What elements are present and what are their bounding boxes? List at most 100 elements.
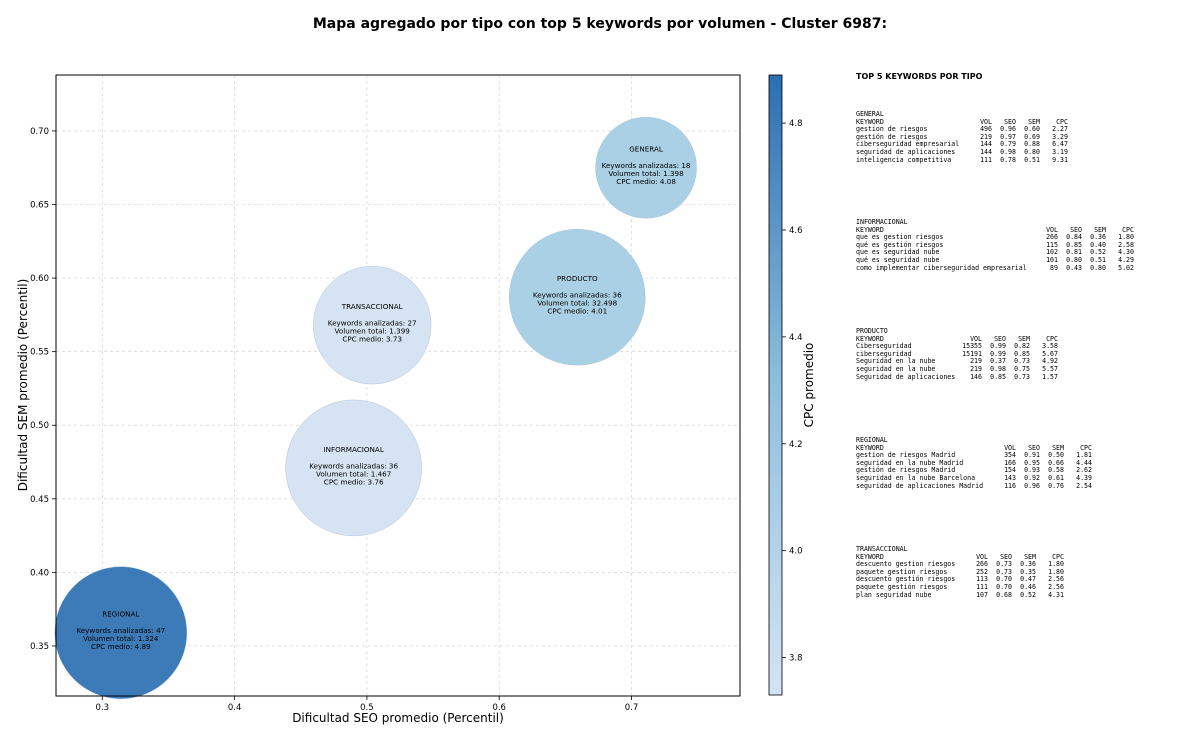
metric-cell: 0.35 xyxy=(1020,567,1036,576)
keyword-table-header: KEYWORD VOL SEO SEM CPC xyxy=(856,334,1058,344)
bubble-label: Volumen total: 1.324 xyxy=(83,634,159,643)
metric-cell: 0.79 xyxy=(1000,140,1016,149)
keyword-table-header: KEYWORD VOL SEO SEM CPC xyxy=(856,553,1064,562)
keyword-table-row: paquete gestión riesgos 111 0.70 0.46 2.56 xyxy=(856,582,1064,592)
metric-cell: 0.76 xyxy=(1048,481,1064,490)
metric-cell: 5.67 xyxy=(1042,349,1058,358)
metric-cell: 116 xyxy=(1004,481,1016,490)
metric-cell: 4.29 xyxy=(1118,255,1134,264)
keyword-cell: seguridad en la nube Madrid xyxy=(856,458,964,467)
metric-cell: SEM xyxy=(1094,225,1106,234)
keyword-group-name: TRANSACCIONAL xyxy=(856,545,908,553)
x-tick-label: 0.4 xyxy=(228,703,242,713)
metric-cell: 0.50 xyxy=(1048,451,1064,460)
metric-cell: 5.57 xyxy=(1042,364,1058,373)
x-tick-label: 0.5 xyxy=(360,703,374,713)
metric-cell: 0.36 xyxy=(1090,233,1106,242)
metric-cell: 219 xyxy=(980,132,992,141)
y-tick-label: 0.50 xyxy=(30,421,49,431)
keyword-cell: qué es seguridad nube xyxy=(856,255,940,264)
metric-cell: 0.51 xyxy=(1090,255,1106,264)
keyword-table-row: que es gestion riesgos 266 0.84 0.36 1.80 xyxy=(856,234,1134,242)
bubble-label: Volumen total: 32.498 xyxy=(537,299,617,308)
metric-cell: 1.81 xyxy=(1076,451,1092,460)
keyword-cell: Seguridad de aplicaciones xyxy=(856,372,956,381)
keyword-table-row: ciberseguridad 15191 0.99 0.85 5.67 xyxy=(856,349,1058,359)
metric-cell: 496 xyxy=(980,125,992,134)
bubble-label: GENERAL xyxy=(629,145,663,154)
bubble-label: INFORMACIONAL xyxy=(323,445,383,454)
metric-cell: 0.69 xyxy=(1024,132,1040,141)
keyword-cell: seguridad de aplicaciones xyxy=(856,147,956,156)
keyword-cell: ciberseguridad xyxy=(856,349,912,358)
metric-cell: 146 xyxy=(970,372,982,381)
metric-cell: 0.47 xyxy=(1020,575,1036,584)
metric-cell: SEO xyxy=(1028,443,1040,452)
bubble-label: Keywords analizadas: 47 xyxy=(76,626,165,635)
keyword-cell: paquete gestión riesgos xyxy=(856,582,948,591)
bubble-label: Volumen total: 1.467 xyxy=(316,469,391,478)
keyword-table-row: gestión de riesgos Madrid 154 0.93 0.58 2.62 xyxy=(856,467,1092,475)
keyword-cell: paquete gestion riesgos xyxy=(856,567,948,576)
metric-cell: 0.52 xyxy=(1020,590,1036,599)
metric-cell: 0.66 xyxy=(1048,458,1064,467)
top-keywords-panel: TOP 5 KEYWORDS POR TIPO GENERAL KEYWORD VO… xyxy=(856,72,1196,712)
bubble-regional xyxy=(54,566,188,699)
metric-cell: 89 xyxy=(1050,263,1058,272)
keyword-group-name: REGIONAL xyxy=(856,436,888,444)
metric-cell: VOL xyxy=(1004,443,1016,452)
metric-cell: SEO xyxy=(1004,117,1016,126)
metric-cell: 144 xyxy=(980,140,992,149)
keyword-cell: seguridad en la nube Barcelona xyxy=(856,473,976,482)
metric-cell: 3.58 xyxy=(1042,342,1058,351)
metric-cell: SEM xyxy=(1028,117,1040,126)
metric-cell: VOL xyxy=(1046,225,1058,234)
metric-cell: 4.30 xyxy=(1118,248,1134,257)
keyword-table-row: qué es gestión riesgos 115 0.85 0.40 2.58 xyxy=(856,241,1134,250)
y-ticks: 0.35 0.40 0.45 0.50 0.55 0.60 0.65 0.70 xyxy=(30,127,56,652)
metric-cell: 101 xyxy=(1046,255,1058,264)
colorbar-tick-label: 4.6 xyxy=(789,226,803,236)
colorbar-tick-label: 4.2 xyxy=(789,440,803,450)
keyword-cell: seguridad en la nube xyxy=(856,364,936,373)
metric-cell: 166 xyxy=(1004,458,1016,467)
metric-cell: 0.97 xyxy=(1000,132,1016,141)
keyword-table-row: seguridad de aplicaciones 144 0.98 0.80 3.19 xyxy=(856,147,1068,157)
bubble-label: Keywords analizadas: 36 xyxy=(309,461,398,470)
keyword-cell: KEYWORD xyxy=(856,117,884,126)
metric-cell: 266 xyxy=(976,560,988,569)
metric-cell: 0.82 xyxy=(1014,342,1030,351)
y-tick-label: 0.35 xyxy=(30,642,49,652)
bubble-label: CPC medio: 4.89 xyxy=(91,642,151,651)
keyword-cell: que es seguridad nube xyxy=(856,248,940,257)
metric-cell: 0.43 xyxy=(1066,263,1082,272)
keyword-table-row: descuento gestion riesgos 266 0.73 0.36 1.80 xyxy=(856,561,1064,569)
colorbar-ticks: 3.8 4.0 4.2 4.4 4.6 4.8 xyxy=(782,119,803,664)
x-ticks: 0.3 0.4 0.5 0.6 0.7 xyxy=(96,696,638,713)
metric-cell: VOL xyxy=(970,334,982,343)
bubble-informacional xyxy=(285,399,422,537)
bubble-label: Volumen total: 1.398 xyxy=(608,169,684,178)
metric-cell: VOL xyxy=(980,117,992,126)
metric-cell: 3.19 xyxy=(1052,147,1068,156)
metric-cell: 0.84 xyxy=(1066,233,1082,242)
metric-cell: CPC xyxy=(1122,225,1134,234)
keyword-table-row: descuento gestión riesgos 113 0.70 0.47 2.56 xyxy=(856,576,1064,584)
metric-cell: 111 xyxy=(976,582,988,591)
keyword-cell: gestion de riesgos Madrid xyxy=(856,451,956,460)
y-tick-label: 0.40 xyxy=(30,568,49,578)
keyword-table-row: seguridad en la nube Barcelona 143 0.92 0.6… xyxy=(856,473,1092,483)
metric-cell: 0.58 xyxy=(1048,466,1064,475)
metric-cell: CPC xyxy=(1046,334,1058,343)
metric-cell: 107 xyxy=(976,590,988,599)
keyword-group-name: PRODUCTO xyxy=(856,327,888,335)
metric-cell: 6.47 xyxy=(1052,140,1068,149)
metric-cell: 111 xyxy=(980,155,992,164)
plot-frame xyxy=(55,74,741,697)
metric-cell: 0.73 xyxy=(1014,357,1030,366)
metric-cell: 0.81 xyxy=(1066,248,1082,257)
metric-cell: SEM xyxy=(1018,334,1030,343)
metric-cell: 0.73 xyxy=(996,560,1012,569)
metric-cell: 0.60 xyxy=(1024,125,1040,134)
